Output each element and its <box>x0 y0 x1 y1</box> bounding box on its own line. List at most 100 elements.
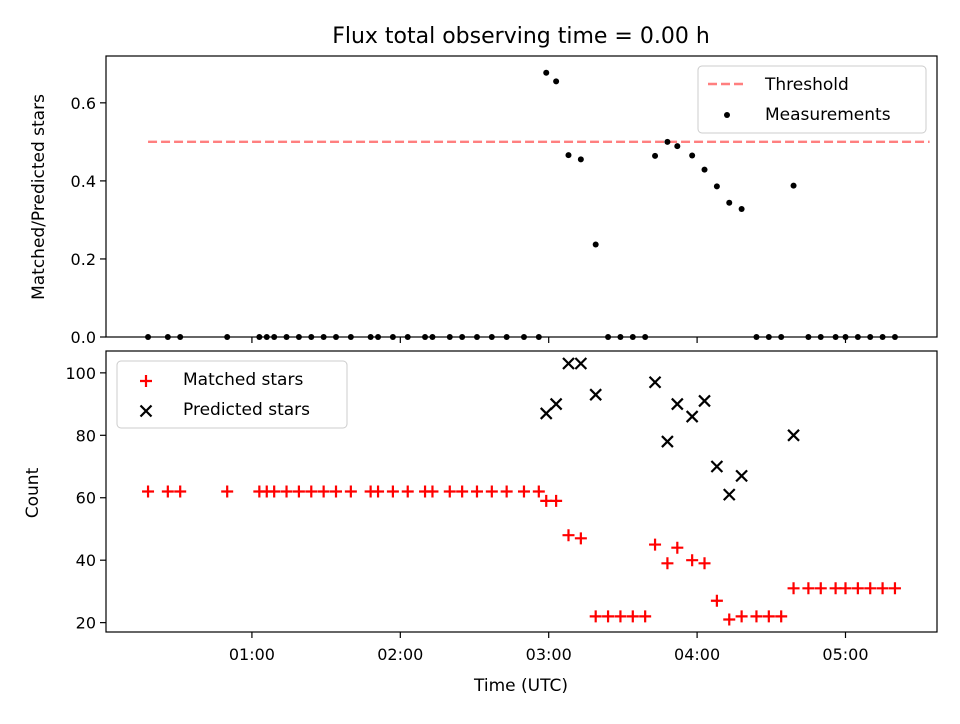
measurement-point <box>503 334 510 340</box>
predicted-stars-point <box>735 469 748 483</box>
matched-stars-point <box>649 538 662 551</box>
x-tick-label: 05:00 <box>822 645 868 664</box>
matched-stars-point <box>851 582 864 595</box>
matched-stars-point <box>589 610 602 623</box>
measurement-point <box>520 334 527 340</box>
measurement-point <box>689 152 696 159</box>
measurement-point <box>738 205 745 212</box>
x-tick-label: 04:00 <box>674 645 720 664</box>
matched-stars-point <box>305 485 318 498</box>
y-tick-label: 0.4 <box>71 172 96 191</box>
legend-top-frame <box>697 65 927 134</box>
matched-stars-point <box>161 485 174 498</box>
legend-matched-label: Matched stars <box>183 370 303 390</box>
measurement-point <box>446 334 453 340</box>
matched-stars-point <box>550 494 563 507</box>
measurement-point <box>664 138 671 145</box>
matched-stars-point <box>671 541 684 554</box>
legend-bottom: Matched stars Predicted stars <box>116 360 348 429</box>
matched-stars-point <box>372 485 385 498</box>
measurement-point <box>347 334 354 340</box>
predicted-stars-point <box>539 407 553 420</box>
measurement-point <box>701 166 708 173</box>
measurement-point <box>629 334 636 340</box>
y-axis-label-bottom: Count <box>23 467 43 518</box>
measurement-point <box>295 334 302 340</box>
measurement-point <box>283 334 290 340</box>
measurement-point <box>473 334 480 340</box>
measurement-point <box>422 334 429 340</box>
y-tick-label: 0.0 <box>71 328 96 347</box>
y-tick-label: 0.6 <box>71 94 96 113</box>
matched-stars-point <box>723 613 736 626</box>
matched-stars-point <box>614 610 627 623</box>
predicted-stars-point <box>671 397 684 411</box>
matched-stars-point <box>686 554 699 567</box>
measurement-point <box>832 334 839 340</box>
matched-stars-point <box>839 582 852 595</box>
legend-matched-swatch <box>140 375 152 387</box>
legend-top: Threshold Measurements <box>697 65 927 134</box>
measurement-point <box>817 334 824 340</box>
y-tick-label: 80 <box>76 426 96 445</box>
predicted-stars-point <box>661 435 674 448</box>
measurement-point <box>271 334 278 340</box>
chart-title: Flux total observing time = 0.00 h <box>332 24 710 49</box>
matched-stars-point <box>485 485 498 498</box>
predicted-stars-point <box>698 394 711 408</box>
legend-predicted-swatch <box>139 404 153 418</box>
matched-stars-point <box>602 610 615 623</box>
measurement-point <box>320 334 327 340</box>
matched-stars-point <box>876 582 889 595</box>
measurement-point <box>642 334 649 340</box>
measurement-point <box>565 152 572 159</box>
measurement-point <box>753 334 760 340</box>
matched-stars-point <box>280 485 293 498</box>
measurement-point <box>553 78 560 85</box>
measurement-point <box>605 334 612 340</box>
matched-stars-point <box>802 582 815 595</box>
matched-stars-point <box>574 532 587 545</box>
y-tick-label: 40 <box>76 551 96 570</box>
legend-threshold-label: Threshold <box>764 75 849 95</box>
matched-stars-point <box>221 485 234 498</box>
legend-predicted-label: Predicted stars <box>183 400 310 420</box>
measurement-point <box>842 334 849 340</box>
measurement-point <box>308 334 315 340</box>
x-tick-label: 01:00 <box>229 645 275 664</box>
legend-measurements-swatch <box>724 112 730 118</box>
measurement-point <box>543 69 550 76</box>
measurement-point <box>256 334 263 340</box>
matched-stars-point <box>750 610 763 623</box>
matched-stars-point <box>456 485 469 498</box>
matched-stars-point <box>386 485 399 498</box>
predicted-stars-point <box>787 429 800 442</box>
measurement-point <box>577 156 584 163</box>
measurement-point <box>145 334 152 340</box>
matched-stars-point <box>735 610 748 623</box>
predicted-stars-point <box>549 397 563 411</box>
y-tick-label: 100 <box>65 364 96 383</box>
measurement-point <box>879 334 886 340</box>
measurement-point <box>177 334 184 340</box>
measurement-point <box>459 334 466 340</box>
matched-stars-point <box>639 610 652 623</box>
y-tick-label: 0.2 <box>71 250 96 269</box>
measurement-point <box>652 152 659 159</box>
measurement-point <box>867 334 874 340</box>
measurement-point <box>333 334 340 340</box>
measurement-point <box>404 334 411 340</box>
matched-stars-point <box>174 485 187 498</box>
predicted-stars-point <box>685 410 699 423</box>
legend-bottom-frame <box>116 360 348 429</box>
matched-stars-point <box>292 485 305 498</box>
x-tick-label: 03:00 <box>526 645 572 664</box>
measurement-point <box>891 334 898 340</box>
measurement-point <box>375 334 382 340</box>
matched-stars-point <box>698 557 711 570</box>
measurement-point <box>805 334 812 340</box>
measurement-point <box>713 183 720 190</box>
measurement-point <box>164 334 171 340</box>
matched-stars-point <box>710 594 723 607</box>
